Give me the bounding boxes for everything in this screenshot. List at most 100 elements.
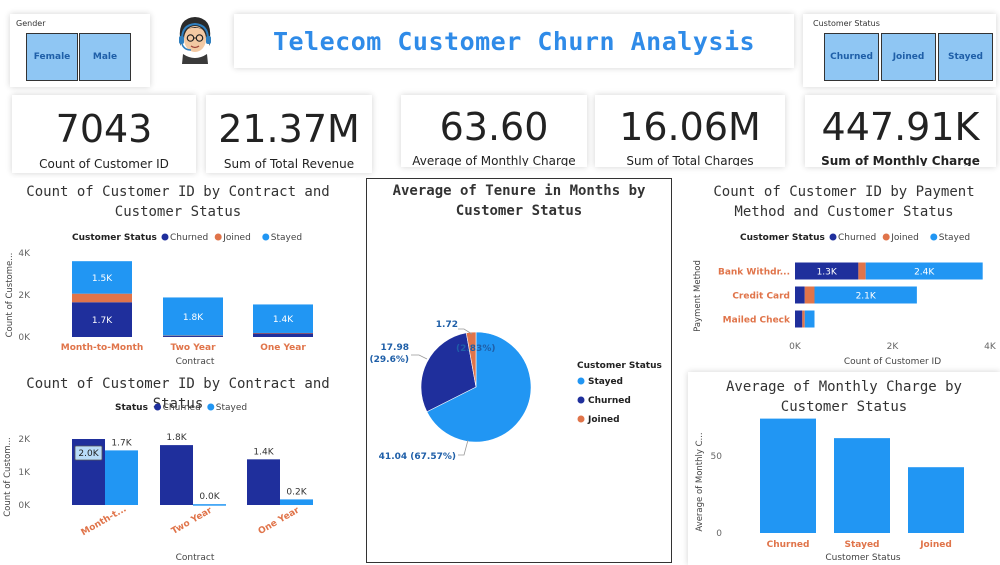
x-tick-label: One Year bbox=[260, 343, 306, 353]
legend-label: Joined bbox=[222, 233, 251, 243]
chart-title: Count of Customer ID by Contract and Sta… bbox=[26, 376, 330, 412]
data-label: 1.4K bbox=[273, 315, 294, 325]
bar-joined bbox=[253, 332, 313, 334]
data-label: 17.98 bbox=[381, 343, 409, 353]
y-axis-title: Count of Custom... bbox=[3, 437, 13, 517]
y-tick-label: 50 bbox=[711, 452, 723, 462]
kpi-value: 63.60 bbox=[439, 105, 549, 149]
kpi-label: Average of Monthly Charge bbox=[412, 154, 576, 166]
status-stayed-button[interactable]: Stayed bbox=[938, 33, 993, 81]
kpi-label: Sum of Monthly Charge bbox=[821, 154, 980, 166]
bar-stayed bbox=[865, 262, 983, 280]
pie-slice-stayed bbox=[426, 331, 532, 443]
kpi-card-avg-monthly-charge: 63.60 Average of Monthly Charge bbox=[401, 95, 587, 167]
x-axis-title: Customer Status bbox=[825, 553, 901, 563]
leader-line bbox=[458, 328, 473, 335]
kpi-label: Sum of Total Revenue bbox=[223, 157, 355, 171]
x-tick-label: 2K bbox=[887, 342, 900, 352]
y-tick-label: Mailed Check bbox=[723, 316, 791, 326]
status-slicer: Customer Status Churned Joined Stayed bbox=[803, 14, 996, 87]
y-tick-label: Credit Card bbox=[732, 292, 790, 302]
status-churned-button[interactable]: Churned bbox=[824, 33, 879, 81]
y-axis-title: Average of Monthly C... bbox=[695, 432, 705, 531]
data-label: 0.0K bbox=[199, 492, 220, 502]
bar-churned bbox=[795, 310, 803, 328]
bar-churned bbox=[163, 335, 223, 337]
pie-slice-churned bbox=[420, 332, 477, 413]
legend-label: Churned bbox=[588, 396, 631, 406]
chart-contract-customer-status: Count of Customer ID by Contract and Cus… bbox=[0, 178, 356, 368]
data-label: 1.3K bbox=[817, 268, 838, 278]
legend-label: Churned bbox=[163, 403, 201, 413]
x-axis-title: Contract bbox=[176, 357, 215, 367]
legend-label: Joined bbox=[587, 415, 620, 425]
legend-marker bbox=[829, 233, 837, 241]
legend-marker bbox=[930, 233, 938, 241]
y-tick-label: 4K bbox=[18, 249, 31, 259]
kpi-value: 7043 bbox=[55, 107, 153, 151]
y-tick-label: Bank Withdr... bbox=[718, 268, 790, 278]
status-joined-button[interactable]: Joined bbox=[881, 33, 936, 81]
legend-title: Customer Status bbox=[740, 233, 825, 243]
kpi-value: 16.06M bbox=[619, 105, 761, 149]
data-label: 1.5K bbox=[92, 274, 113, 284]
y-tick-label: 0K bbox=[18, 333, 31, 343]
legend-marker bbox=[154, 403, 162, 411]
legend-label: Stayed bbox=[939, 233, 970, 243]
x-tick-label: Month-to-Month bbox=[61, 343, 143, 353]
support-agent-avatar-icon bbox=[170, 12, 220, 64]
bar-joined bbox=[802, 310, 805, 328]
x-tick-label: 0K bbox=[789, 342, 802, 352]
data-label: 2.4K bbox=[914, 268, 935, 278]
leader-line bbox=[411, 354, 428, 360]
x-tick-label: Joined bbox=[919, 540, 952, 550]
chart5-svg: 0 50 Churned Stayed Joined Customer Status Ave… bbox=[695, 418, 964, 563]
data-label: 1.7K bbox=[92, 316, 113, 326]
legend-label: Joined bbox=[890, 233, 919, 243]
bar-stayed bbox=[280, 499, 313, 505]
legend-label: Stayed bbox=[216, 403, 247, 413]
bar-stayed bbox=[804, 310, 815, 328]
data-label: 1.72 bbox=[436, 320, 458, 330]
bar-joined bbox=[908, 467, 964, 533]
legend-marker bbox=[577, 396, 585, 404]
chart-contract-status: Count of Customer ID by Contract and Sta… bbox=[0, 370, 356, 565]
legend-marker bbox=[207, 403, 215, 411]
bar-stayed bbox=[814, 286, 917, 304]
x-axis-title: Count of Customer ID bbox=[844, 357, 941, 367]
data-label: (2.83%) bbox=[456, 344, 495, 354]
kpi-card-total-revenue: 21.37M Sum of Total Revenue bbox=[206, 95, 372, 173]
data-label: 1.8K bbox=[183, 313, 204, 323]
bar-stayed bbox=[105, 450, 138, 505]
bar-stayed bbox=[253, 304, 313, 333]
chart-title: Count of Customer ID by Contract and Cus… bbox=[26, 184, 330, 220]
kpi-label: Sum of Total Charges bbox=[626, 154, 754, 166]
data-label: 0.2K bbox=[286, 487, 307, 497]
chart-tenure-pie: Average of Tenure in Months by Customer … bbox=[366, 178, 672, 563]
kpi-card-total-charges: 16.06M Sum of Total Charges bbox=[595, 95, 785, 167]
kpi-card-sum-monthly-charge: 447.91K Sum of Monthly Charge bbox=[805, 95, 996, 167]
chart-title: Average of Monthly Charge by Customer St… bbox=[725, 379, 962, 415]
legend-title: Customer Status bbox=[577, 361, 662, 371]
legend-label: Churned bbox=[170, 233, 208, 243]
legend-marker bbox=[214, 233, 222, 241]
bar-joined bbox=[858, 262, 866, 280]
bar-joined bbox=[804, 286, 815, 304]
bar-stayed bbox=[834, 438, 890, 533]
legend-marker bbox=[161, 233, 169, 241]
chart-monthly-charge-status: Average of Monthly Charge by Customer St… bbox=[688, 372, 1000, 565]
legend-marker bbox=[262, 233, 270, 241]
gender-slicer-label: Gender bbox=[16, 19, 46, 28]
data-label: 41.04 (67.57%) bbox=[379, 452, 456, 462]
gender-slicer: Gender Female Male bbox=[10, 14, 150, 87]
legend-label: Churned bbox=[838, 233, 876, 243]
gender-male-button[interactable]: Male bbox=[79, 33, 131, 81]
y-axis-title: Count of Custome... bbox=[5, 253, 15, 338]
bar-joined bbox=[163, 335, 223, 337]
y-tick-label: 2K bbox=[18, 291, 31, 301]
kpi-value: 21.37M bbox=[218, 107, 360, 151]
gender-female-button[interactable]: Female bbox=[26, 33, 78, 81]
chart3-svg: 41.04 (67.57%) 17.98 (29.6%) 1.72 (2.83%) Cus… bbox=[370, 320, 662, 462]
x-tick-label: Churned bbox=[767, 540, 810, 550]
data-label: 2.0K bbox=[78, 449, 99, 459]
